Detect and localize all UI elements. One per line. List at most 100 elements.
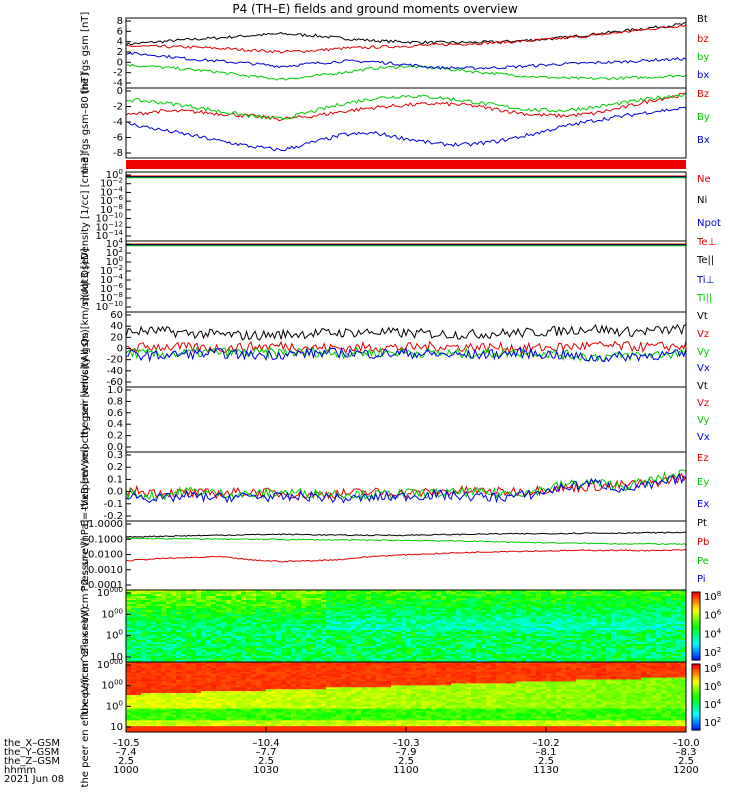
heatmap-cell — [661, 642, 667, 645]
heatmap-cell — [381, 598, 387, 601]
heatmap-cell — [526, 632, 532, 635]
heatmap-cell — [501, 640, 507, 643]
heatmap-cell — [466, 600, 472, 603]
heatmap-cell — [476, 650, 482, 653]
heatmap-cell — [316, 640, 322, 643]
heatmap-cell — [481, 602, 487, 605]
heatmap-cell — [271, 630, 277, 633]
heatmap-cell — [466, 590, 472, 593]
y-tick-label: 20 — [110, 332, 123, 343]
heatmap-cell — [401, 658, 407, 661]
heatmap-cell — [596, 671, 602, 675]
heatmap-cell — [131, 618, 137, 621]
heatmap-cell — [286, 658, 292, 661]
heatmap-cell — [581, 614, 587, 617]
heatmap-cell — [411, 606, 417, 609]
heatmap-cell — [166, 656, 172, 659]
heatmap-cell — [666, 596, 672, 599]
heatmap-cell — [261, 628, 267, 631]
heatmap-cell — [266, 618, 272, 621]
heatmap-cell — [651, 590, 657, 593]
heatmap-cell — [356, 604, 362, 607]
heatmap-cell — [351, 606, 357, 609]
heatmap-cell — [296, 652, 302, 655]
heatmap-cell — [461, 598, 467, 601]
heatmap-cell — [671, 669, 677, 673]
heatmap-cell — [556, 640, 562, 643]
heatmap-cell — [261, 654, 267, 657]
heatmap-cell — [186, 669, 192, 673]
heatmap-cell — [301, 612, 307, 615]
heatmap-cell — [681, 650, 686, 653]
heatmap-cell — [361, 594, 367, 597]
heatmap-cell — [161, 610, 167, 613]
heatmap-cell — [471, 622, 477, 625]
heatmap-cell — [211, 602, 217, 605]
heatmap-cell — [661, 652, 667, 655]
heatmap-cell — [661, 640, 667, 643]
heatmap-cell — [256, 654, 262, 657]
heatmap-cell — [476, 656, 482, 659]
heatmap-cell — [276, 632, 282, 635]
heatmap-cell — [386, 644, 392, 647]
heatmap-cell — [641, 658, 647, 661]
heatmap-cell — [381, 622, 387, 625]
heatmap-cell — [436, 660, 442, 662]
heatmap-cell — [511, 638, 517, 641]
heatmap-cell — [166, 594, 172, 597]
heatmap-cell — [271, 610, 277, 613]
heatmap-cell — [526, 602, 532, 605]
heatmap-cell — [561, 663, 567, 667]
heatmap-cell — [451, 665, 457, 669]
heatmap-cell — [636, 598, 642, 601]
heatmap-cell — [401, 652, 407, 655]
heatmap-cell — [206, 614, 212, 617]
heatmap-cell — [466, 598, 472, 601]
heatmap-cell — [576, 604, 582, 607]
heatmap-cell — [281, 620, 287, 623]
heatmap-cell — [166, 636, 172, 639]
heatmap-cell — [426, 665, 432, 669]
heatmap-cell — [566, 596, 572, 599]
heatmap-cell — [411, 663, 417, 667]
heatmap-cell — [661, 660, 667, 662]
heatmap-cell — [526, 658, 532, 661]
heatmap-cell — [401, 663, 407, 667]
heatmap-cell — [486, 590, 492, 593]
heatmap-cell — [681, 642, 686, 645]
heatmap-cell — [126, 642, 132, 645]
heatmap-cell — [211, 614, 217, 617]
heatmap-cell — [391, 630, 397, 633]
heatmap-cell — [426, 604, 432, 607]
heatmap-cell — [551, 608, 557, 611]
heatmap-cell — [426, 606, 432, 609]
heatmap-cell — [191, 638, 197, 641]
heatmap-cell — [551, 616, 557, 619]
heatmap-cell — [626, 602, 632, 605]
heatmap-cell — [231, 606, 237, 609]
heatmap-cell — [451, 671, 457, 675]
heatmap-cell — [596, 648, 602, 651]
heatmap-cell — [491, 660, 497, 662]
heatmap-cell — [621, 640, 627, 643]
heatmap-cell — [401, 630, 407, 633]
heatmap-cell — [566, 614, 572, 617]
heatmap-cell — [586, 610, 592, 613]
heatmap-cell — [446, 663, 452, 667]
heatmap-cell — [611, 592, 617, 595]
heatmap-cell — [216, 598, 222, 601]
heatmap-cell — [166, 614, 172, 617]
heatmap-cell — [181, 604, 187, 607]
heatmap-cell — [166, 596, 172, 599]
heatmap-cell — [561, 598, 567, 601]
heatmap-cell — [486, 624, 492, 627]
heatmap-cell — [586, 648, 592, 651]
heatmap-cell — [406, 596, 412, 599]
heatmap-cell — [586, 594, 592, 597]
heatmap-cell — [286, 632, 292, 635]
heatmap-cell — [476, 648, 482, 651]
heatmap-cell — [561, 624, 567, 627]
figure-title: P4 (TH–E) fields and ground moments over… — [232, 2, 518, 16]
heatmap-cell — [406, 606, 412, 609]
